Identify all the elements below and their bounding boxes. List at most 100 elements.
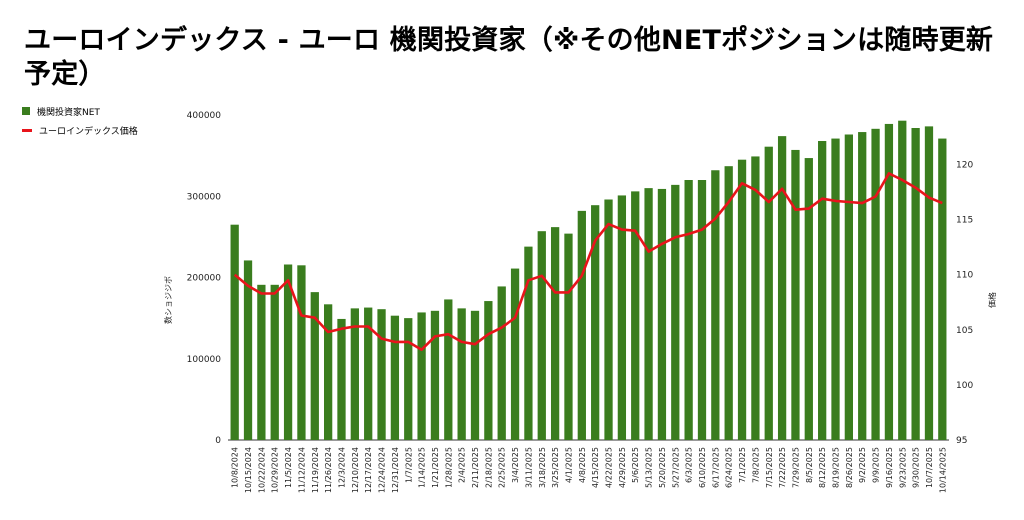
x-tick-label: 6/10/2025 (698, 447, 707, 488)
x-tick-label: 7/8/2025 (751, 447, 760, 483)
x-tick-label: 12/10/2024 (351, 447, 360, 493)
bar (364, 307, 373, 440)
bar (230, 224, 239, 440)
x-tick-label: 12/17/2024 (364, 447, 373, 493)
x-tick-label: 2/25/2025 (498, 447, 507, 488)
bar (257, 284, 266, 440)
x-tick-label: 1/14/2025 (418, 447, 427, 488)
x-tick-label: 10/14/2025 (938, 447, 947, 493)
bar (884, 123, 894, 440)
bar (898, 120, 907, 440)
bar (350, 308, 359, 440)
x-tick-label: 9/2/2025 (858, 447, 867, 483)
x-tick-label: 2/11/2025 (471, 447, 480, 488)
bar (297, 265, 306, 440)
x-tick-label: 3/11/2025 (524, 447, 533, 488)
bar (697, 180, 707, 440)
x-tick-label: 8/19/2025 (832, 447, 841, 488)
x-tick-label: 11/5/2024 (284, 447, 293, 488)
bar (404, 318, 413, 440)
x-tick-label: 10/29/2024 (271, 447, 280, 493)
x-tick-label: 12/3/2024 (338, 447, 347, 488)
legend-item-net: 機関投資家NET (22, 104, 138, 118)
right-tick-label: 105 (956, 326, 973, 336)
x-tick-label: 8/5/2025 (805, 447, 814, 483)
left-axis-title: 数ショジジボ (163, 276, 173, 324)
x-tick-label: 7/22/2025 (778, 447, 787, 488)
x-tick-label: 2/4/2025 (458, 447, 467, 483)
right-axis-title: 価格 (987, 292, 997, 308)
right-tick-label: 110 (956, 271, 973, 281)
bar (591, 205, 600, 440)
bar (337, 318, 346, 440)
bar (577, 210, 586, 440)
right-tick-label: 95 (956, 436, 967, 446)
chart-title: ユーロインデックス - ユーロ 機関投資家（※その他NETポジションは随時更新予… (24, 25, 994, 90)
bar (671, 184, 680, 440)
bar (617, 195, 627, 440)
bar (243, 260, 253, 440)
x-tick-label: 11/26/2024 (324, 447, 333, 493)
bar (791, 149, 800, 440)
legend-label-price: ユーロインデックス価格 (39, 126, 138, 137)
left-tick-label: 200000 (187, 274, 222, 284)
legend: 機関投資家NET ユーロインデックス価格 (22, 104, 138, 142)
x-tick-label: 1/7/2025 (404, 447, 413, 483)
x-tick-label: 4/15/2025 (591, 447, 600, 488)
left-tick-label: 300000 (187, 192, 222, 202)
x-tick-label: 7/29/2025 (792, 447, 801, 488)
x-tick-label: 8/26/2025 (845, 447, 854, 488)
bar (283, 264, 293, 440)
bar (537, 231, 546, 440)
x-tick-label: 5/6/2025 (631, 447, 640, 483)
bar (751, 156, 760, 440)
x-tick-label: 7/1/2025 (738, 447, 747, 483)
bar (390, 315, 400, 440)
x-tick-label: 5/20/2025 (658, 447, 667, 488)
price-line (233, 172, 943, 352)
bar (510, 268, 520, 440)
x-tick-label: 3/18/2025 (538, 447, 547, 488)
x-tick-label: 7/15/2025 (765, 447, 774, 488)
bar (711, 170, 720, 440)
x-tick-label: 9/30/2025 (912, 447, 921, 488)
x-tick-label: 1/21/2025 (431, 447, 440, 488)
x-tick-label: 10/15/2024 (244, 447, 253, 493)
x-tick-label: 10/8/2024 (231, 447, 240, 488)
bar (644, 188, 653, 440)
x-tick-label: 5/13/2025 (645, 447, 654, 488)
bar (938, 138, 947, 440)
x-tick-label: 10/22/2024 (257, 447, 266, 493)
right-tick-label: 120 (956, 161, 973, 171)
bar (911, 128, 920, 440)
legend-item-price: ユーロインデックス価格 (22, 123, 138, 137)
bar (417, 312, 426, 440)
bar (323, 304, 333, 440)
bar (858, 132, 867, 440)
x-tick-label: 8/12/2025 (818, 447, 827, 488)
bar (831, 138, 840, 440)
x-tick-label: 4/1/2025 (565, 447, 574, 483)
bar (724, 166, 733, 440)
x-tick-label: 3/4/2025 (511, 447, 520, 483)
bar (430, 310, 440, 440)
x-tick-label: 6/3/2025 (685, 447, 694, 483)
left-tick-label: 400000 (187, 111, 222, 121)
x-tick-label: 6/24/2025 (725, 447, 734, 488)
x-tick-label: 4/22/2025 (605, 447, 614, 488)
bar (497, 286, 506, 440)
bar (684, 180, 693, 440)
bar (604, 199, 613, 440)
left-tick-label: 100000 (187, 355, 222, 365)
x-tick-label: 11/19/2024 (311, 447, 320, 493)
bar (631, 191, 640, 440)
x-tick-label: 9/16/2025 (885, 447, 894, 488)
bar (444, 299, 453, 440)
bar (657, 188, 667, 440)
bar (764, 146, 773, 440)
x-tick-label: 11/12/2024 (297, 447, 306, 493)
bar (804, 158, 813, 440)
bar (777, 136, 787, 440)
legend-swatch-line (22, 128, 32, 132)
